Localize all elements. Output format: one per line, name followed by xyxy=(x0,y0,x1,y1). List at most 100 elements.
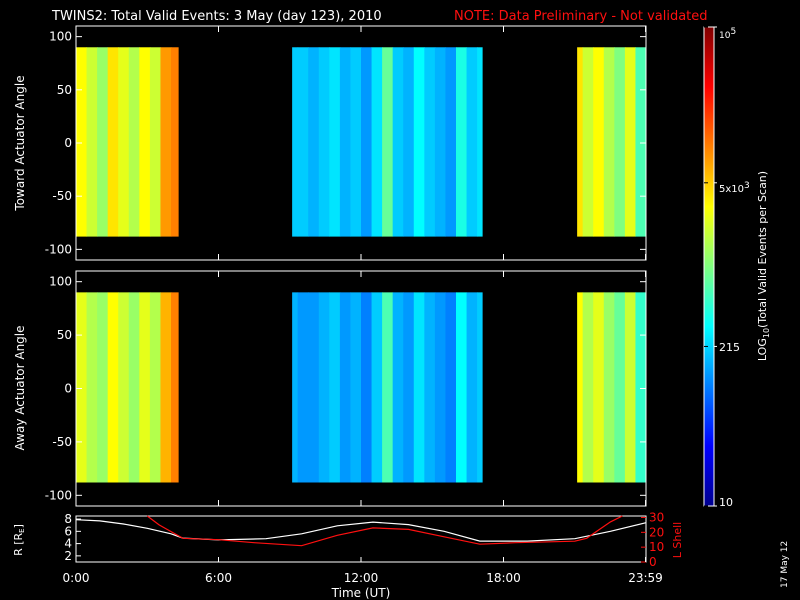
toward-cell xyxy=(292,47,299,237)
colorbar-tick-min: 10 xyxy=(719,496,733,509)
toward-cell xyxy=(139,47,151,237)
toward-ytick-label: -100 xyxy=(45,242,72,256)
toward-cell xyxy=(160,47,172,237)
away-cell xyxy=(445,292,457,483)
away-cell xyxy=(403,292,415,483)
chart-title: TWINS2: Total Valid Events: 3 May (day 1… xyxy=(51,9,382,24)
toward-cell xyxy=(593,47,605,237)
orbit-left-ytick-label: 8 xyxy=(64,512,72,526)
toward-cell xyxy=(297,47,309,237)
x-tick-label: 12:00 xyxy=(344,571,379,585)
x-tick-label: 23:59 xyxy=(628,571,663,585)
away-cell xyxy=(76,292,88,483)
toward-cell xyxy=(456,47,468,237)
orbit-lines xyxy=(75,515,647,547)
colorbar-tick-5k: 5x103 xyxy=(719,181,750,195)
away-cell xyxy=(577,292,584,483)
toward-heatmap-panel: 100 50 0 -50 -100 Toward Actuator Angle xyxy=(13,25,647,261)
toward-cell xyxy=(382,47,394,237)
away-cell xyxy=(171,292,179,483)
orbit-right-ylabel: L Shell xyxy=(671,522,684,558)
colorbar-tick-max: 105 xyxy=(719,27,736,41)
away-cell xyxy=(456,292,468,483)
away-cell xyxy=(107,292,119,483)
toward-cell xyxy=(624,47,636,237)
lshell-series-line xyxy=(146,515,623,547)
away-cell xyxy=(160,292,172,483)
away-heatmap-cells xyxy=(76,292,647,483)
x-tick-label: 0:00 xyxy=(63,571,90,585)
toward-cell xyxy=(86,47,98,237)
away-cell xyxy=(382,292,394,483)
away-cell xyxy=(624,292,636,483)
toward-cell xyxy=(392,47,404,237)
toward-cell xyxy=(318,47,330,237)
toward-cell xyxy=(149,47,161,237)
away-cell xyxy=(308,292,320,483)
colorbar: 105 5x103 215 10 LOG10(Total Valid Event… xyxy=(703,26,771,509)
date-stamp: 17 May 12 xyxy=(780,541,790,588)
toward-cell xyxy=(308,47,320,237)
toward-ytick-label: 100 xyxy=(49,30,72,44)
toward-cell xyxy=(477,47,483,237)
away-cell xyxy=(466,292,478,483)
away-cell xyxy=(424,292,436,483)
away-cell xyxy=(339,292,351,483)
x-tick-label: 6:00 xyxy=(205,571,232,585)
toward-ytick-label: 50 xyxy=(57,83,72,97)
orbit-right-ytick-label: 10 xyxy=(649,540,664,554)
away-ytick-label: 50 xyxy=(57,328,72,342)
colorbar-tick-215: 215 xyxy=(719,341,740,354)
away-cell xyxy=(434,292,446,483)
away-cell xyxy=(128,292,140,483)
toward-ytick-label: -50 xyxy=(52,189,72,203)
away-cell xyxy=(477,292,483,483)
toward-cell xyxy=(582,47,594,237)
toward-cell xyxy=(76,47,88,237)
r-series-line xyxy=(75,519,647,542)
toward-cell xyxy=(577,47,584,237)
toward-cell xyxy=(97,47,109,237)
toward-cell xyxy=(339,47,351,237)
toward-ylabel: Toward Actuator Angle xyxy=(13,75,27,211)
toward-ytick-label: 0 xyxy=(64,136,72,150)
away-cell xyxy=(97,292,109,483)
preliminary-note: NOTE: Data Preliminary - Not validated xyxy=(454,9,708,24)
away-cell xyxy=(292,292,299,483)
toward-cell xyxy=(614,47,626,237)
orbit-left-ytick-label: 2 xyxy=(64,549,72,563)
toward-cell xyxy=(128,47,140,237)
away-cell xyxy=(118,292,130,483)
toward-cell xyxy=(107,47,119,237)
away-heatmap-panel: 100 50 0 -50 -100 Away Actuator Angle xyxy=(13,270,647,507)
away-cell xyxy=(350,292,362,483)
toward-cell xyxy=(434,47,446,237)
away-cell xyxy=(149,292,161,483)
away-cell xyxy=(614,292,626,483)
away-cell xyxy=(86,292,98,483)
orbit-left-ylabel: R [RE] xyxy=(12,524,26,556)
toward-heatmap-cells xyxy=(76,47,647,237)
toward-cell xyxy=(171,47,179,237)
away-cell xyxy=(297,292,309,483)
toward-cell xyxy=(635,47,647,237)
away-cell xyxy=(593,292,605,483)
toward-cell xyxy=(424,47,436,237)
orbit-right-ytick-label: 20 xyxy=(649,525,664,539)
away-cell xyxy=(139,292,151,483)
away-y-ticks: 100 50 0 -50 -100 xyxy=(45,271,647,506)
toward-cell xyxy=(603,47,615,237)
away-cell xyxy=(361,292,373,483)
toward-cell xyxy=(403,47,415,237)
toward-cell xyxy=(413,47,425,237)
toward-cell xyxy=(329,47,341,237)
orbit-right-ytick-label: 30 xyxy=(649,510,664,524)
orbit-left-ytick-label: 4 xyxy=(64,537,72,551)
away-cell xyxy=(371,292,383,483)
colorbar-label: LOG10(Total Valid Events per Scan) xyxy=(756,171,771,361)
away-cell xyxy=(318,292,330,483)
toward-cell xyxy=(118,47,130,237)
toward-cell xyxy=(350,47,362,237)
